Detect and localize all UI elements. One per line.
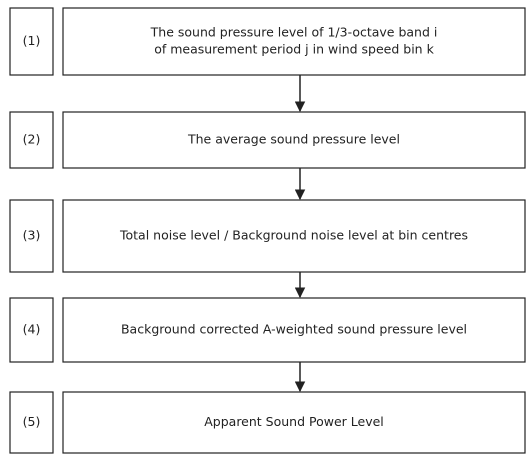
number-box — [9, 7, 54, 76]
number-box — [9, 391, 54, 454]
steps: (1) The sound pressure level of 1/3-octav… — [9, 7, 526, 454]
step-number: (4) — [23, 322, 41, 337]
step-box — [62, 199, 526, 273]
number-box — [9, 111, 54, 169]
step-number: (5) — [23, 414, 41, 429]
step-box — [62, 297, 526, 363]
number-box — [9, 297, 54, 363]
step-text: Background corrected A-weighted sound pr… — [121, 322, 467, 337]
step-text: of measurement period j in wind speed bi… — [154, 42, 434, 57]
step-text: Total noise level / Background noise lev… — [119, 228, 468, 243]
step-text: The sound pressure level of 1/3-octave b… — [150, 25, 438, 40]
step-number: (1) — [23, 33, 41, 48]
step-number: (2) — [23, 132, 41, 147]
step-text: The average sound pressure level — [187, 132, 400, 147]
step-box — [62, 391, 526, 454]
step-box — [62, 111, 526, 169]
step-box — [62, 7, 526, 76]
step-number: (3) — [23, 228, 41, 243]
number-box — [9, 199, 54, 273]
step-text: Apparent Sound Power Level — [204, 414, 384, 429]
